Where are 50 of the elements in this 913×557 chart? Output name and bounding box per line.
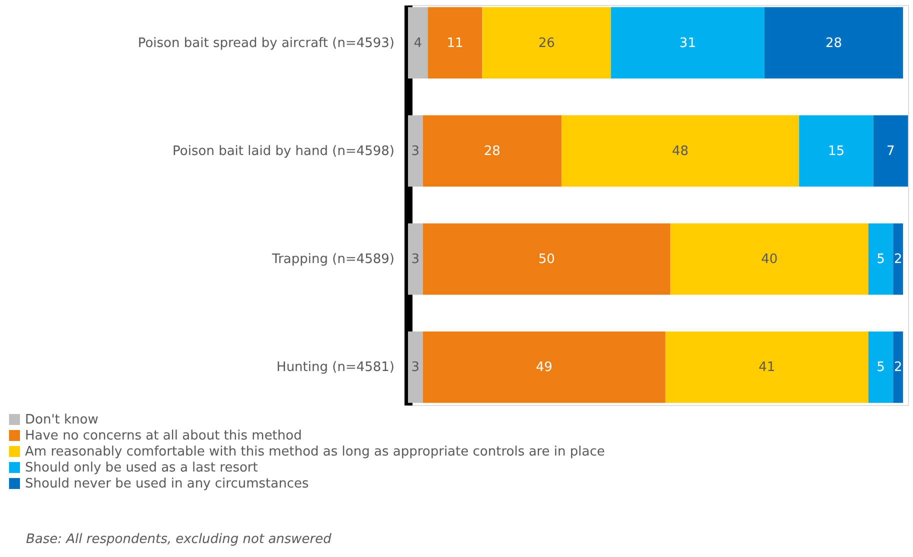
data-label: 40 (761, 252, 778, 268)
bar (482, 7, 611, 79)
legend-label: Am reasonably comfortable with this method as long as appropriate controls are in place (25, 444, 605, 460)
data-label: 28 (825, 36, 842, 51)
bar (764, 7, 904, 79)
y-tick-label: Poison bait spread by aircraft (n=4593) (138, 36, 394, 51)
data-label: 2 (894, 360, 902, 376)
bar (799, 115, 874, 187)
bar (893, 223, 904, 295)
data-label: 5 (876, 252, 885, 268)
text: Base: All respondents, excluding not answered (26, 532, 332, 547)
data-label: 4 (414, 36, 422, 51)
data-label: 31 (679, 36, 696, 51)
data-label: 7 (886, 144, 895, 159)
bar (893, 331, 904, 403)
bar (610, 7, 764, 79)
legend-label: Don't know (25, 412, 99, 428)
y-tick-label: Trapping (n=4589) (271, 252, 394, 268)
data-label: 5 (876, 360, 885, 376)
bar (408, 223, 423, 295)
data-label: 3 (411, 360, 420, 376)
bar (868, 331, 894, 403)
bar (422, 331, 666, 403)
bar (408, 331, 423, 403)
bar (561, 115, 800, 187)
legend-label: Have no concerns at all about this method (25, 428, 302, 444)
data-label: 41 (758, 360, 776, 376)
bar (670, 223, 868, 295)
legend-label: Should only be used as a last resort (25, 460, 258, 476)
data-label: 11 (446, 36, 464, 51)
data-label: 15 (828, 144, 844, 159)
bar (868, 223, 894, 295)
bar (873, 115, 908, 187)
y-tick-label: Hunting (n=4581) (276, 360, 394, 376)
data-label: 26 (538, 36, 555, 51)
data-label: 3 (411, 252, 420, 268)
data-label: 2 (894, 252, 902, 268)
y-tick-label: Poison bait laid by hand (n=4598) (172, 144, 394, 159)
data-label: 28 (484, 144, 500, 159)
data-label: 49 (536, 360, 552, 376)
bar (422, 223, 670, 295)
data-label: 50 (538, 252, 555, 268)
data-label: 3 (411, 144, 420, 159)
bar (408, 115, 423, 187)
data-label: 48 (672, 144, 689, 159)
bar (422, 115, 562, 187)
bar (665, 331, 868, 403)
bar (408, 7, 428, 79)
bar (428, 7, 482, 79)
legend-label: Should never be used in any circumstances (25, 476, 309, 492)
